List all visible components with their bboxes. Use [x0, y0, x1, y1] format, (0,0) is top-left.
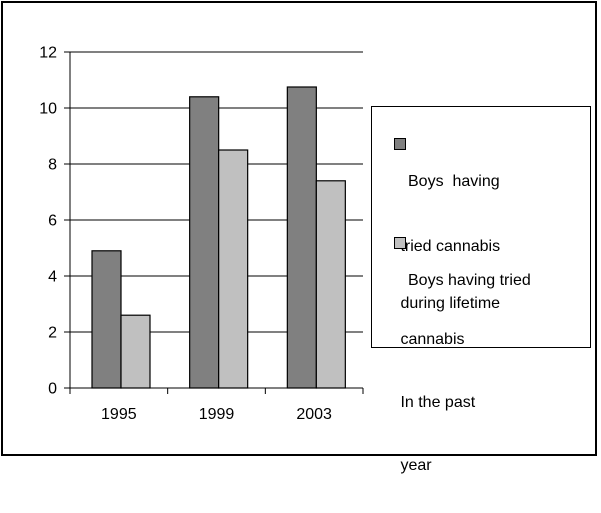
bar-1999-series-2 — [218, 149, 249, 389]
bar-2003-series-1 — [286, 86, 317, 389]
legend: Boys having tried cannabis during lifeti… — [371, 106, 592, 474]
bar-1995-series-2 — [120, 314, 151, 389]
bar-2003-series-2 — [315, 180, 346, 389]
y-tick-label: 6 — [48, 213, 57, 230]
legend-swatch-lifetime — [394, 138, 406, 150]
legend-label-lifetime: Boys having tried cannabis during lifeti… — [396, 134, 592, 351]
legend-swatch-past-year — [394, 237, 406, 249]
bar-1999-series-1 — [189, 96, 220, 389]
x-tick-label: 1995 — [101, 406, 137, 423]
x-tick-label: 1999 — [199, 406, 235, 423]
y-tick-label: 4 — [48, 269, 57, 286]
x-tick-label: 2003 — [296, 406, 332, 423]
legend-label-line: Boys having — [408, 173, 500, 190]
y-tick-label: 12 — [39, 45, 57, 62]
legend-label-past-year: Boys having tried cannabis In the past y… — [396, 233, 592, 513]
bar-chart: 0 2 4 6 8 10 12 1995 1999 2003 — [39, 45, 364, 423]
legend-label-line: cannabis — [396, 331, 465, 348]
y-tick-label: 10 — [39, 101, 57, 118]
y-tick-label: 8 — [48, 157, 57, 174]
legend-label-line: tried cannabis — [396, 238, 501, 255]
y-tick-label: 0 — [48, 381, 57, 398]
legend-label-line: In the past — [396, 394, 476, 411]
legend-label-line: during lifetime — [396, 295, 501, 312]
y-tick-label: 2 — [48, 325, 57, 342]
bar-1995-series-1 — [91, 250, 122, 389]
legend-label-line: Boys having tried — [408, 272, 531, 289]
